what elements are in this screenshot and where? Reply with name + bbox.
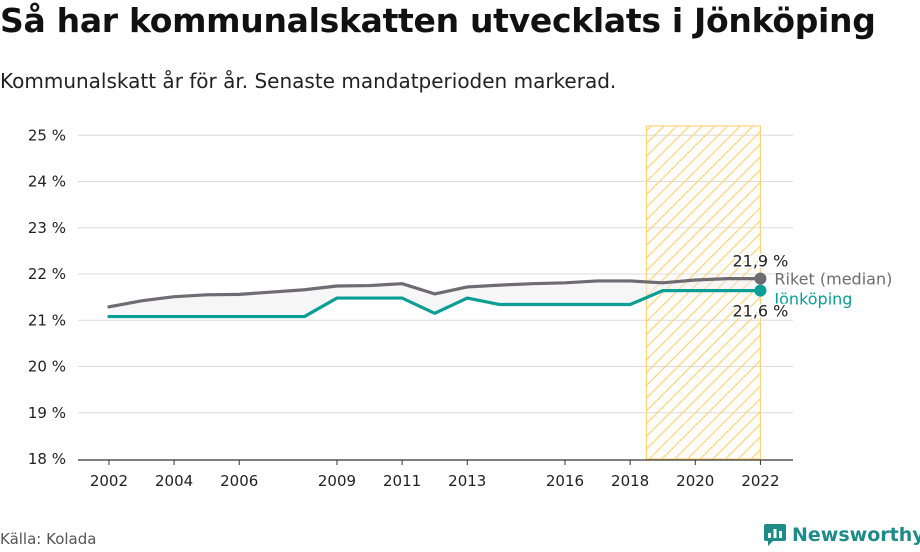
y-tick-label: 20 % [28, 358, 66, 376]
highlight-box [645, 125, 762, 460]
y-tick-label: 23 % [28, 219, 66, 237]
y-tick-label: 21 % [28, 311, 66, 329]
y-tick-label: 19 % [28, 404, 66, 422]
source-text: Källa: Kolada [0, 530, 97, 548]
y-tick-label: 18 % [28, 450, 66, 468]
x-tick-label: 2011 [383, 472, 421, 490]
x-tick-label: 2016 [546, 472, 584, 490]
series-end-marker [754, 272, 767, 285]
x-tick-label: 2004 [155, 472, 193, 490]
y-tick-label: 25 % [28, 126, 66, 144]
x-tick-label: 2002 [90, 472, 128, 490]
series-name-label: Riket (median) [774, 270, 892, 289]
brand-logo[interactable]: Newsworthy [764, 520, 920, 550]
series-name-label: Jönköping [773, 290, 852, 309]
series-value-label: 21,6 % [732, 302, 788, 321]
highlight-period [645, 125, 762, 460]
chart-subtitle: Kommunalskatt år för år. Senaste mandatp… [0, 69, 617, 93]
newsworthy-icon [764, 524, 786, 546]
x-tick-label: 2020 [676, 472, 714, 490]
series-line [107, 277, 763, 309]
y-tick-label: 22 % [28, 265, 66, 283]
difference-area [108, 278, 761, 317]
x-tick-label: 2018 [611, 472, 649, 490]
x-tick-label: 2006 [220, 472, 258, 490]
series-value-label: 21,9 % [732, 252, 788, 271]
axes: 18 % 19 % 20 % 21 % 22 % 23 % 24 % 25 % 2002 2004… [28, 126, 793, 490]
x-tick-label: 2022 [741, 472, 779, 490]
series-lines [107, 272, 767, 319]
series-line [107, 289, 763, 319]
x-tick-label: 2013 [448, 472, 486, 490]
chart-title: Så har kommunalskatten utvecklats i Jönk… [0, 1, 876, 40]
y-tick-label: 24 % [28, 173, 66, 191]
x-tick-label: 2009 [318, 472, 356, 490]
series-end-marker [754, 284, 767, 297]
brand-name: Newsworthy [792, 524, 920, 546]
